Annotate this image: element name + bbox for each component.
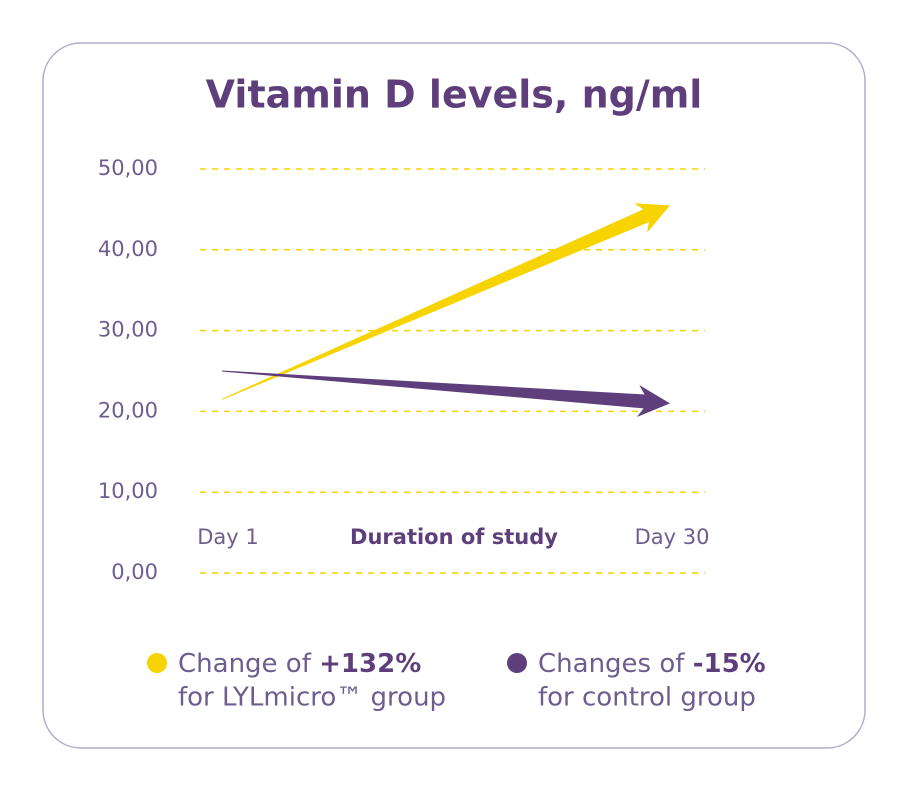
chart-title: Vitamin D levels, ng/ml (206, 73, 703, 117)
y-tick-label: 40,00 (98, 237, 158, 261)
legend-dot (507, 653, 527, 673)
y-tick-label: 20,00 (98, 398, 158, 422)
y-tick-label: 0,00 (111, 560, 158, 584)
y-tick-label: 10,00 (98, 479, 158, 503)
legend-dot (147, 653, 167, 673)
arrow (221, 370, 670, 417)
x-tick-label: Day 30 (635, 525, 710, 549)
legend-name: for control group (538, 683, 756, 713)
legend-name: for LYLmicro™ group (178, 683, 446, 713)
x-tick-label: Day 1 (197, 525, 259, 549)
card (42, 42, 866, 749)
y-tick-label: 30,00 (98, 318, 158, 342)
x-axis-label: Duration of study (350, 525, 558, 549)
legend-change: -15% (693, 649, 766, 679)
legend-lead: Change of (178, 649, 312, 679)
legend-line: Change of +132% (178, 649, 421, 679)
legend-lead: Changes of (538, 649, 685, 679)
legend-change: +132% (319, 649, 421, 679)
arrow (221, 203, 670, 400)
y-tick-label: 50,00 (98, 156, 158, 180)
legend-line: Changes of -15% (538, 649, 766, 679)
